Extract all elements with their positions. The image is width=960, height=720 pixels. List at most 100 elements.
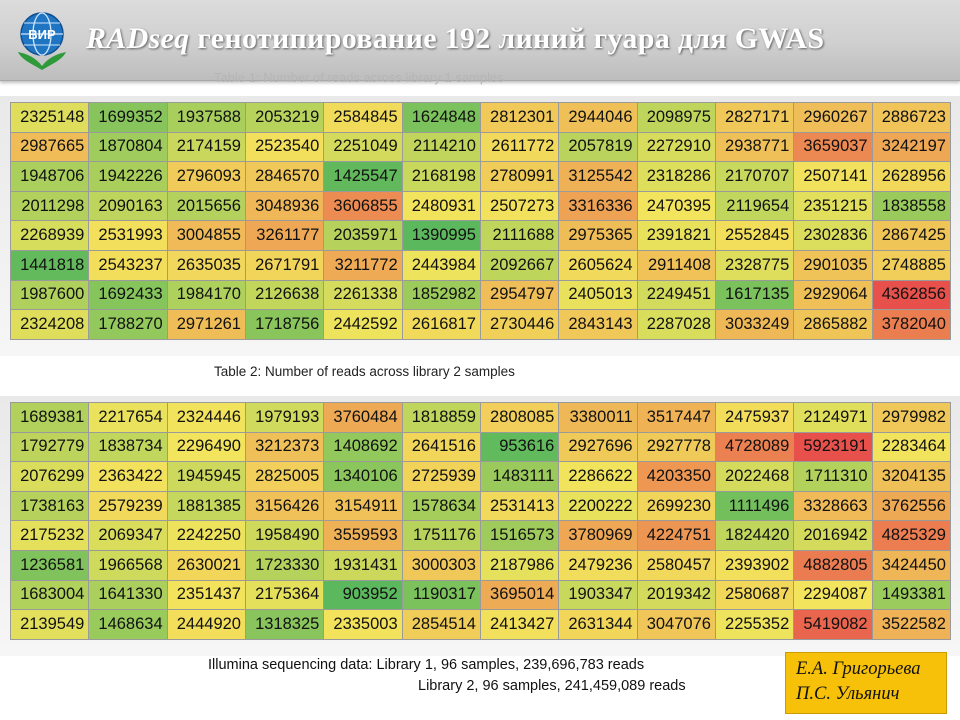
table-cell: 1692433 xyxy=(88,279,168,311)
table-cell: 2442592 xyxy=(323,309,403,340)
table-cell: 2015656 xyxy=(166,190,246,222)
table-cell: 1441818 xyxy=(9,249,90,281)
table-cell: 2954797 xyxy=(479,279,560,311)
table-cell: 2867425 xyxy=(871,220,951,251)
table-cell: 3261177 xyxy=(244,220,325,251)
table-cell: 1468634 xyxy=(88,609,168,640)
table-cell: 2076299 xyxy=(9,461,90,492)
table-cell: 2987665 xyxy=(9,131,90,163)
table-cell: 1937588 xyxy=(166,102,246,133)
table-cell: 2523540 xyxy=(244,131,325,163)
table-cell: 2391821 xyxy=(636,220,716,251)
table-cell: 3047076 xyxy=(636,609,716,640)
table-cell: 1516573 xyxy=(479,520,560,551)
table-cell: 3522582 xyxy=(871,609,951,640)
table-cell: 903952 xyxy=(323,579,403,611)
table-cell: 1617135 xyxy=(714,279,795,311)
table-cell: 2413427 xyxy=(479,609,560,640)
table-row: 2139549 1468634 2444920 1318325 2335003 28545… xyxy=(9,609,951,640)
title-rest: генотипирование 192 линий гуара для GWAS xyxy=(189,22,825,55)
table-cell: 2865882 xyxy=(793,309,873,340)
table-cell: 2119654 xyxy=(714,190,795,222)
table-row: 1683004 1641330 2351437 2175364 903952 119031… xyxy=(9,579,951,611)
table-cell: 5923191 xyxy=(793,431,873,463)
table-cell: 1945945 xyxy=(166,461,246,492)
table-cell: 4825329 xyxy=(871,520,951,551)
table-cell: 1966568 xyxy=(88,549,168,581)
table-cell: 2057819 xyxy=(558,131,638,163)
table-cell: 1493381 xyxy=(871,579,951,611)
table-cell: 3695014 xyxy=(479,579,560,611)
library1-reads-table: 2325148 1699352 1937588 2053219 2584845 16248… xyxy=(9,102,951,340)
table-cell: 4362856 xyxy=(871,279,951,311)
table-cell: 2979982 xyxy=(871,402,951,433)
table-cell: 2175232 xyxy=(9,520,90,551)
author-2: П.С. Ульянич xyxy=(796,684,900,704)
table-cell: 1718756 xyxy=(244,309,325,340)
table-row: 1987600 1692433 1984170 2126638 2261338 18529… xyxy=(9,279,951,311)
table-cell: 1624848 xyxy=(401,102,481,133)
table-cell: 1881385 xyxy=(166,490,246,522)
table-cell: 2699230 xyxy=(636,490,716,522)
table-cell: 1578634 xyxy=(401,490,481,522)
table-cell: 2139549 xyxy=(9,609,90,640)
table-cell: 3782040 xyxy=(871,309,951,340)
table-cell: 2854514 xyxy=(401,609,481,640)
table-cell: 1699352 xyxy=(88,102,168,133)
table-cell: 2531413 xyxy=(479,490,560,522)
table-cell: 2393902 xyxy=(714,549,795,581)
table-cell: 3000303 xyxy=(401,549,481,581)
table-row: 2175232 2069347 2242250 1958490 3559593 17511… xyxy=(9,520,951,551)
table-row: 1689381 2217654 2324446 1979193 3760484 18188… xyxy=(9,402,951,433)
table-cell: 2022468 xyxy=(714,461,795,492)
table-cell: 1788270 xyxy=(88,309,168,340)
table-cell: 2090163 xyxy=(88,190,168,222)
table-row: 2268939 2531993 3004855 3261177 2035971 13909… xyxy=(9,220,951,251)
table-cell: 2170707 xyxy=(714,161,795,192)
table-cell: 2175364 xyxy=(244,579,325,611)
table-cell: 2470395 xyxy=(636,190,716,222)
table-cell: 1190317 xyxy=(401,579,481,611)
table-cell: 3316336 xyxy=(558,190,638,222)
table-cell: 2843143 xyxy=(558,309,638,340)
table-cell: 2635035 xyxy=(166,249,246,281)
table-cell: 2251049 xyxy=(323,131,403,163)
table-cell: 2631344 xyxy=(558,609,638,640)
table-cell: 2443984 xyxy=(401,249,481,281)
table-cell: 2249451 xyxy=(636,279,716,311)
table-cell: 2552845 xyxy=(714,220,795,251)
table-cell: 1641330 xyxy=(88,579,168,611)
table-cell: 2124971 xyxy=(793,402,873,433)
table-cell: 2630021 xyxy=(166,549,246,581)
table-cell: 2286622 xyxy=(558,461,638,492)
table-cell: 2929064 xyxy=(793,279,873,311)
table-cell: 1838734 xyxy=(88,431,168,463)
table-cell: 1818859 xyxy=(401,402,481,433)
table-cell: 1683004 xyxy=(9,579,90,611)
table-cell: 2287028 xyxy=(636,309,716,340)
table-cell: 1340106 xyxy=(323,461,403,492)
table-cell: 1987600 xyxy=(9,279,90,311)
table-cell: 4203350 xyxy=(636,461,716,492)
table-cell: 4882805 xyxy=(793,549,873,581)
table-cell: 2011298 xyxy=(9,190,90,222)
table-cell: 4224751 xyxy=(636,520,716,551)
table-cell: 2174159 xyxy=(166,131,246,163)
table-cell: 2938771 xyxy=(714,131,795,163)
table-cell: 2730446 xyxy=(479,309,560,340)
table-cell: 3328663 xyxy=(793,490,873,522)
table-cell: 3156426 xyxy=(244,490,325,522)
table-cell: 3154911 xyxy=(323,490,403,522)
table-cell: 2927778 xyxy=(636,431,716,463)
table-cell: 2328775 xyxy=(714,249,795,281)
table-cell: 2531993 xyxy=(88,220,168,251)
table-cell: 2351437 xyxy=(166,579,246,611)
table-cell: 3517447 xyxy=(636,402,716,433)
table-cell: 2351215 xyxy=(793,190,873,222)
table-row: 1738163 2579239 1881385 3156426 3154911 15786… xyxy=(9,490,951,522)
table-cell: 1979193 xyxy=(244,402,325,433)
table-cell: 1870804 xyxy=(88,131,168,163)
table-cell: 1689381 xyxy=(9,402,90,433)
table-cell: 2480931 xyxy=(401,190,481,222)
table-cell: 2971261 xyxy=(166,309,246,340)
